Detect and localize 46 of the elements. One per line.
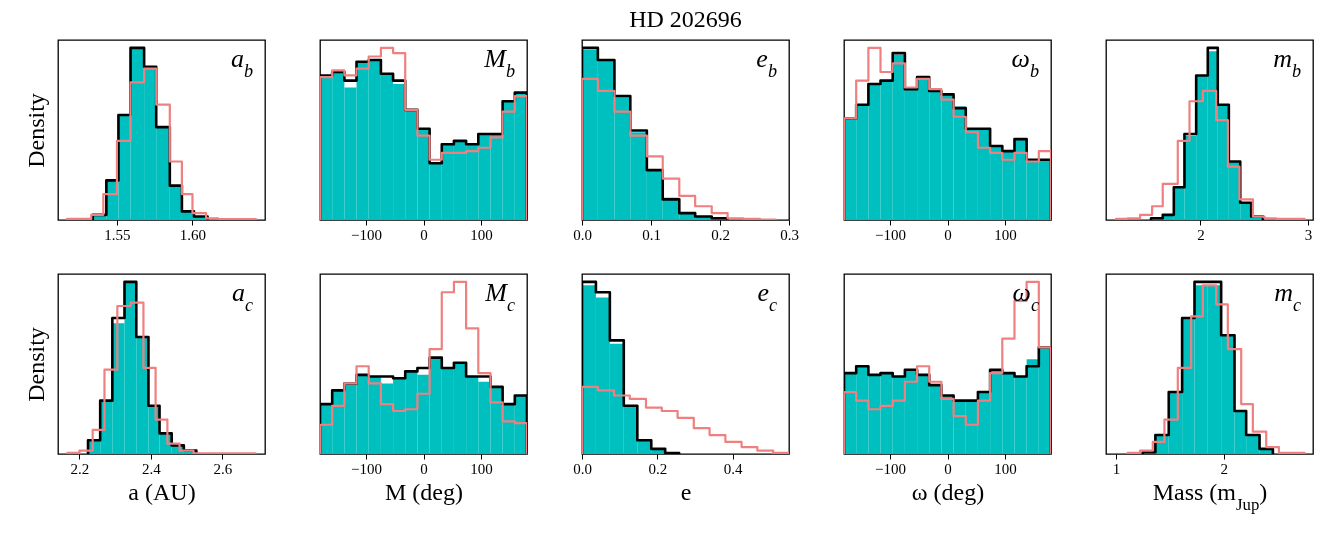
y-axis-title: Density bbox=[22, 327, 49, 402]
x-axis-title: ω (deg) bbox=[911, 478, 985, 505]
x-axis-title: a (AU) bbox=[128, 478, 196, 505]
x-tick-label: 0 bbox=[420, 460, 428, 477]
x-tick-label: 100 bbox=[470, 226, 493, 243]
annotation: a$_{c}$ bbox=[231, 278, 253, 315]
x-tick-label: −100 bbox=[875, 460, 906, 477]
x-tick-label: 1.55 bbox=[104, 226, 131, 243]
chart-title: HD 202696 bbox=[629, 6, 742, 32]
annotation: M$_{c}$ bbox=[484, 278, 515, 315]
x-tick-label: 0 bbox=[420, 226, 428, 243]
x-axis-title: Mass (m$_{Jup}$) bbox=[1152, 478, 1268, 513]
x-tick-label: 2.6 bbox=[213, 460, 233, 477]
x-tick-label: 2 bbox=[1197, 226, 1205, 243]
annotation: a$_{b}$ bbox=[230, 44, 253, 81]
x-axis-title: e bbox=[680, 478, 692, 505]
x-tick-label: 1.60 bbox=[179, 226, 207, 243]
y-axis-title: Density bbox=[22, 93, 49, 168]
annotation: ω$_{c}$ bbox=[1012, 278, 1039, 315]
x-tick-label: 2.2 bbox=[70, 460, 90, 477]
x-tick-label: 0 bbox=[944, 460, 952, 477]
x-tick-label: 0.2 bbox=[711, 226, 730, 243]
x-tick-label: 100 bbox=[470, 460, 493, 477]
x-tick-label: 0.1 bbox=[642, 226, 661, 243]
x-tick-label: 0.2 bbox=[648, 460, 668, 477]
annotation: m$_{c}$ bbox=[1274, 278, 1301, 315]
x-tick-label: 0 bbox=[944, 226, 952, 243]
x-tick-label: −100 bbox=[351, 226, 382, 243]
x-tick-label: −100 bbox=[875, 226, 906, 243]
annotation: e$_{b}$ bbox=[756, 44, 777, 81]
x-tick-label: 0.0 bbox=[573, 460, 592, 477]
x-tick-label: 1 bbox=[1112, 460, 1121, 477]
x-tick-label: −100 bbox=[351, 460, 382, 477]
annotation: M$_{b}$ bbox=[483, 44, 515, 81]
x-tick-label: 100 bbox=[994, 460, 1017, 477]
x-axis-title: M (deg) bbox=[385, 478, 463, 505]
annotation: e$_{c}$ bbox=[757, 278, 777, 315]
x-tick-label: 0.3 bbox=[780, 226, 799, 243]
x-tick-label: 0.4 bbox=[723, 460, 743, 477]
annotation: ω$_{b}$ bbox=[1011, 44, 1039, 81]
x-tick-label: 2.4 bbox=[142, 460, 162, 477]
x-tick-label: 0.0 bbox=[573, 226, 592, 243]
annotation: m$_{b}$ bbox=[1273, 44, 1301, 81]
x-tick-label: 2 bbox=[1220, 460, 1229, 477]
x-tick-label: 100 bbox=[994, 226, 1017, 243]
x-tick-label: 3 bbox=[1304, 226, 1313, 243]
